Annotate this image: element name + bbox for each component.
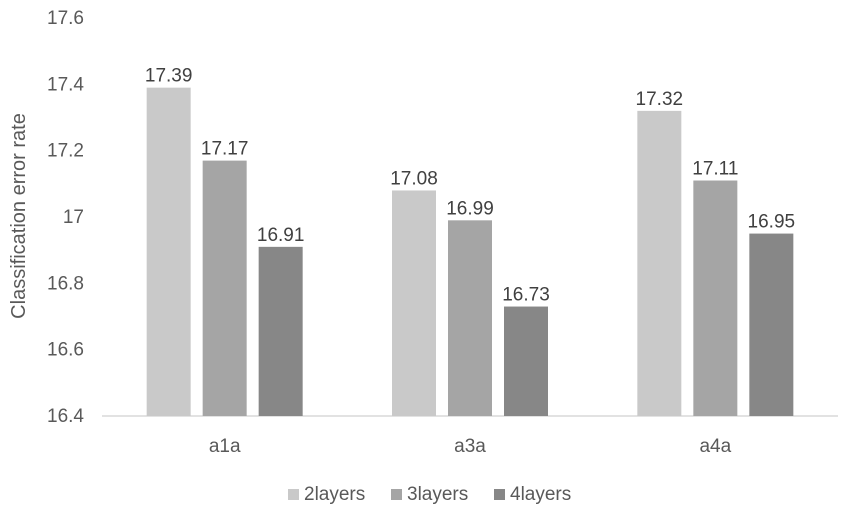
data-label: 17.11 <box>692 159 738 180</box>
x-category-label: a4a <box>699 436 731 457</box>
y-tick-label: 17 <box>63 207 84 228</box>
legend-swatch-2layers <box>288 489 299 500</box>
bar-4layers-a3a <box>504 306 548 416</box>
data-label: 17.08 <box>390 168 438 189</box>
data-labels: 17.39 17.17 16.91 17.08 16.99 16.73 17.32 17.11… <box>145 66 795 306</box>
y-tick-label: 16.6 <box>47 340 84 361</box>
bar-3layers-a1a <box>202 160 247 416</box>
bars <box>146 87 794 417</box>
legend-label: 4layers <box>510 484 571 505</box>
y-axis-label: Classification error rate <box>8 113 30 319</box>
y-tick-label: 17.6 <box>47 8 84 29</box>
data-label: 17.39 <box>145 66 193 87</box>
bar-2layers-a4a <box>637 110 682 416</box>
y-axis-ticks: 16.4 16.6 16.8 17 17.2 17.4 17.6 <box>47 8 84 427</box>
bar-2layers-a3a <box>392 190 436 416</box>
legend-label: 2layers <box>304 484 365 505</box>
x-category-label: a1a <box>209 436 241 457</box>
data-label: 16.73 <box>502 285 550 306</box>
legend: 2layers 3layers 4layers <box>288 484 571 505</box>
legend-swatch-4layers <box>494 489 505 500</box>
y-tick-label: 16.4 <box>47 406 84 427</box>
data-label: 16.91 <box>257 225 305 246</box>
x-category-label: a3a <box>454 436 486 457</box>
y-tick-label: 17.2 <box>47 141 84 162</box>
y-tick-label: 17.4 <box>47 74 84 95</box>
x-axis-categories: a1a a3a a4a <box>209 436 732 457</box>
data-label: 16.99 <box>446 198 494 219</box>
y-tick-label: 16.8 <box>47 273 84 294</box>
data-label: 16.95 <box>748 212 796 233</box>
data-label: 17.17 <box>201 139 249 160</box>
legend-label: 3layers <box>407 484 468 505</box>
legend-swatch-3layers <box>391 489 402 500</box>
bar-2layers-a1a <box>146 87 191 417</box>
bar-4layers-a4a <box>749 233 794 416</box>
bar-4layers-a1a <box>258 246 303 416</box>
bar-3layers-a4a <box>693 180 738 416</box>
bar-3layers-a3a <box>448 220 492 416</box>
data-label: 17.32 <box>636 89 684 110</box>
